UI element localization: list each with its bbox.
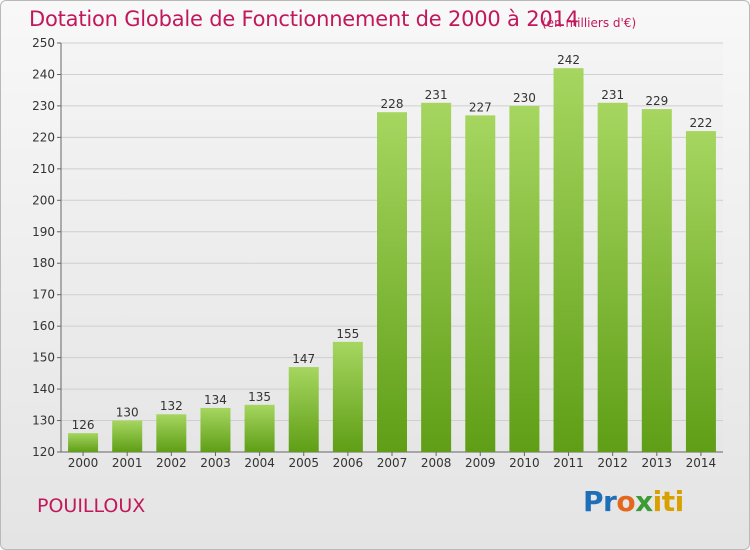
bar bbox=[332, 341, 363, 452]
bar bbox=[553, 68, 584, 453]
bar-value-label: 130 bbox=[116, 406, 139, 420]
logo-part: o bbox=[616, 485, 636, 518]
y-tick-label: 180 bbox=[32, 256, 55, 270]
bar bbox=[288, 367, 319, 452]
bar-value-label: 155 bbox=[336, 327, 359, 341]
y-tick-label: 160 bbox=[32, 319, 55, 333]
x-tick-label: 2009 bbox=[465, 456, 496, 470]
y-tick-label: 170 bbox=[32, 288, 55, 302]
y-tick-label: 140 bbox=[32, 382, 55, 396]
bar bbox=[465, 115, 496, 452]
bar-value-label: 228 bbox=[381, 97, 404, 111]
x-tick-label: 2003 bbox=[200, 456, 231, 470]
y-tick-label: 120 bbox=[32, 445, 55, 459]
bar bbox=[641, 109, 672, 453]
y-tick-label: 200 bbox=[32, 193, 55, 207]
y-tick-label: 230 bbox=[32, 99, 55, 113]
bar-value-label: 229 bbox=[645, 94, 668, 108]
y-tick-label: 240 bbox=[32, 67, 55, 81]
x-tick-label: 2007 bbox=[377, 456, 408, 470]
bar bbox=[68, 433, 99, 452]
x-tick-label: 2011 bbox=[553, 456, 584, 470]
bar-value-label: 227 bbox=[469, 100, 492, 114]
bar-value-label: 231 bbox=[601, 88, 624, 102]
x-tick-label: 2012 bbox=[597, 456, 628, 470]
bar bbox=[597, 102, 628, 453]
bar-value-label: 135 bbox=[248, 390, 271, 404]
x-tick-label: 2014 bbox=[686, 456, 717, 470]
x-tick-label: 2005 bbox=[288, 456, 319, 470]
bar bbox=[421, 102, 452, 453]
x-tick-label: 2006 bbox=[333, 456, 364, 470]
bar-value-label: 147 bbox=[292, 352, 315, 366]
logo-part: iti bbox=[652, 485, 685, 518]
x-tick-label: 2004 bbox=[244, 456, 275, 470]
x-tick-label: 2002 bbox=[156, 456, 187, 470]
bar bbox=[200, 407, 231, 452]
bar bbox=[112, 420, 143, 452]
x-tick-label: 2000 bbox=[68, 456, 99, 470]
x-tick-label: 2001 bbox=[112, 456, 143, 470]
y-tick-label: 130 bbox=[32, 414, 55, 428]
logo-part: Pr bbox=[583, 485, 617, 518]
bar-value-label: 230 bbox=[513, 91, 536, 105]
logo-part: x bbox=[635, 485, 653, 518]
bar bbox=[509, 105, 540, 452]
chart-title: Dotation Globale de Fonctionnement de 20… bbox=[29, 7, 579, 31]
bar-value-label: 134 bbox=[204, 393, 227, 407]
x-tick-label: 2010 bbox=[509, 456, 540, 470]
y-tick-label: 150 bbox=[32, 351, 55, 365]
commune-name: POUILLOUX bbox=[37, 495, 146, 517]
bar-value-label: 132 bbox=[160, 399, 183, 413]
y-tick-label: 220 bbox=[32, 130, 55, 144]
bar bbox=[377, 112, 407, 452]
y-tick-label: 210 bbox=[32, 162, 55, 176]
bar bbox=[685, 131, 716, 453]
chart-subtitle: (en milliers d'€) bbox=[542, 16, 637, 30]
bar-value-label: 242 bbox=[557, 53, 580, 67]
y-tick-label: 250 bbox=[32, 36, 55, 50]
bar bbox=[244, 404, 275, 452]
x-tick-label: 2008 bbox=[421, 456, 452, 470]
proxiti-logo[interactable]: Proxiti bbox=[583, 485, 684, 518]
bar-value-label: 222 bbox=[689, 116, 712, 130]
bar-value-label: 126 bbox=[72, 418, 95, 432]
y-tick-label: 190 bbox=[32, 225, 55, 239]
x-tick-label: 2013 bbox=[642, 456, 673, 470]
bar-value-label: 231 bbox=[425, 88, 448, 102]
bar bbox=[156, 414, 187, 452]
